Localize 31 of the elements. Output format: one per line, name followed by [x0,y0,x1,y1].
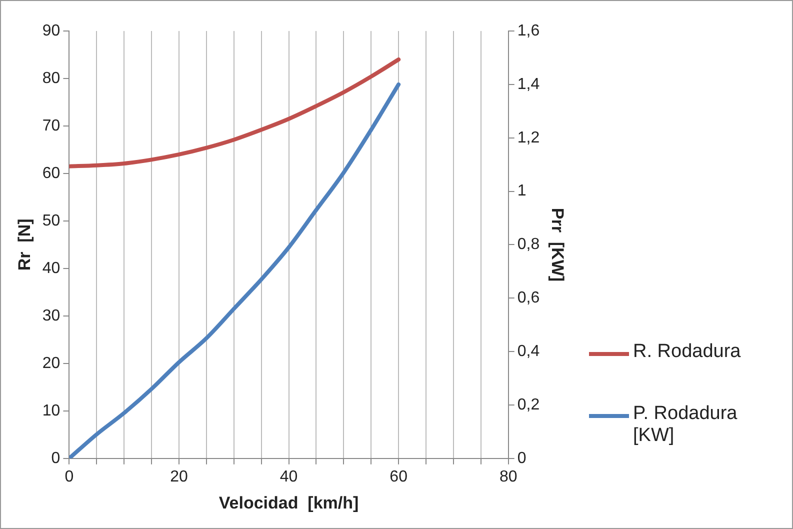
legend-label: P. Rodadura [KW] [633,403,738,447]
y2-tick-label: 0,2 [517,396,540,414]
y2-tick-label: 1,4 [517,76,540,93]
y-tick-label: 20 [42,354,60,372]
y2-tick-label: 0 [517,450,526,467]
x-tick-label: 0 [64,468,74,486]
y2-axis-title: Prr [KW] [548,208,568,282]
y-tick-label: 40 [42,260,60,277]
y-tick-label: 70 [42,117,60,134]
x-axis-title: Velocidad [km/h] [218,493,359,512]
x-tick-label: 20 [170,468,188,486]
y-axis-title: Rr [N] [14,218,34,271]
y-tick-label: 10 [42,402,60,420]
y-tick-label: 30 [42,307,60,324]
y2-tick-label: 1 [517,182,526,200]
x-tick-label: 80 [499,468,518,486]
y-tick-label: 80 [42,70,60,87]
legend-label: R. Rodadura [633,341,742,363]
y2-tick-label: 0,8 [517,236,540,254]
y-tick-label: 60 [42,164,60,182]
line-series [69,57,401,168]
y-tick-label: 90 [42,22,60,40]
y2-tick-label: 0,4 [517,342,540,360]
y-tick-label: 0 [51,450,60,467]
y2-tick-label: 0,6 [517,290,540,307]
line-series [69,82,401,458]
y-tick-label: 50 [42,212,60,230]
x-tick-label: 40 [280,468,298,486]
x-tick-label: 60 [390,468,408,486]
y2-tick-label: 1,2 [517,129,540,146]
y2-tick-label: 1,6 [517,22,540,40]
